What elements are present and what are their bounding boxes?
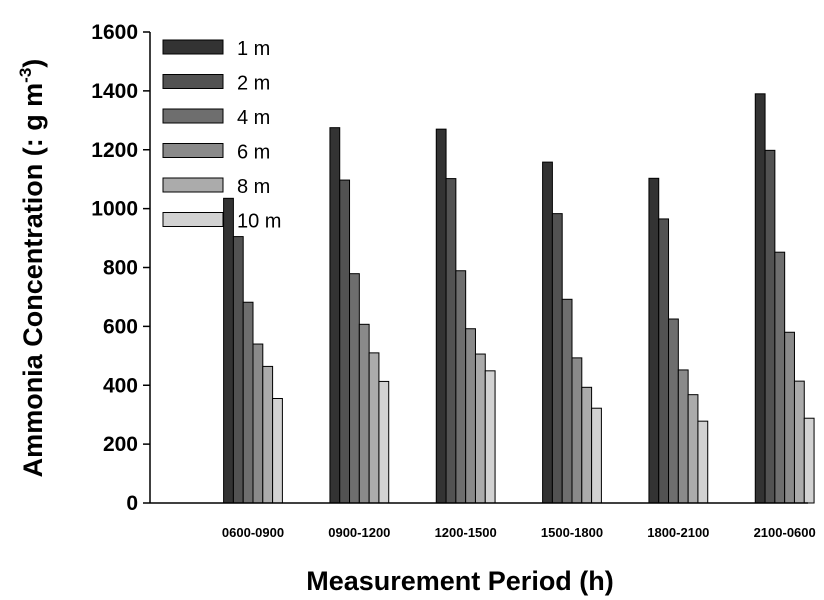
legend-label: 6 m — [237, 142, 270, 164]
bar-4m-2100-0600 — [774, 251, 786, 504]
bar-1m-0600-0900 — [223, 197, 234, 504]
legend: 1 m 2 m 4 m 6 m 8 m 10 m — [162, 38, 281, 233]
bar-2m-1800-2100 — [658, 218, 670, 504]
y-axis-title-close: ) — [18, 59, 48, 68]
x-tick-label: 1200-1500 — [435, 525, 497, 540]
bar-6m-1800-2100 — [677, 369, 689, 504]
y-tick-label: 1000 — [91, 198, 138, 221]
y-tick-label: 200 — [103, 433, 138, 456]
legend-swatch — [162, 212, 224, 227]
legend-label: 2 m — [237, 73, 270, 95]
bar-4m-0600-0900 — [242, 301, 254, 504]
bar-4m-1500-1800 — [561, 298, 573, 504]
bar-6m-0900-1200 — [358, 323, 370, 504]
y-axis-title-superscript: -3 — [16, 68, 35, 83]
bar-10m-1800-2100 — [697, 420, 709, 504]
bar-6m-1200-1500 — [465, 328, 476, 504]
bar-2m-1200-1500 — [445, 178, 457, 504]
x-tick-label: 2100-0600 — [754, 525, 816, 540]
bars-group — [223, 93, 815, 504]
bar-2m-1500-1800 — [551, 213, 563, 504]
x-axis-title: Measurement Period (h) — [306, 566, 614, 596]
y-tick-label: 0 — [126, 492, 138, 515]
bar-8m-1800-2100 — [687, 394, 699, 504]
legend-swatch — [162, 177, 224, 193]
bar-1m-1800-2100 — [648, 177, 660, 504]
bar-8m-1500-1800 — [581, 386, 593, 504]
legend-swatch — [162, 143, 224, 158]
bar-2m-2100-0600 — [764, 149, 776, 504]
bar-4m-0900-1200 — [349, 273, 360, 504]
x-tick-label: 0900-1200 — [328, 525, 390, 540]
bar-10m-0900-1200 — [378, 380, 390, 504]
y-tick-label: 400 — [103, 374, 138, 397]
bar-8m-2100-0600 — [793, 380, 805, 504]
bar-8m-1200-1500 — [474, 353, 486, 504]
legend-label: 10 m — [237, 211, 281, 233]
bar-1m-0900-1200 — [329, 127, 341, 504]
y-ticks-group: 0 200 400 600 800 1000 1200 1400 1600 — [91, 21, 150, 515]
bar-1m-2100-0600 — [754, 93, 766, 504]
bar-10m-2100-0600 — [803, 417, 815, 504]
y-tick-label: 800 — [103, 257, 138, 280]
x-tick-label: 0600-0900 — [222, 525, 284, 540]
bar-6m-0600-0900 — [252, 343, 264, 504]
legend-swatch — [162, 39, 224, 55]
x-tick-labels-group: 0600-0900 0900-1200 1200-1500 1500-1800 1800… — [222, 525, 816, 540]
y-tick-label: 1200 — [91, 139, 138, 162]
legend-swatch — [162, 74, 224, 89]
bar-10m-0600-0900 — [272, 397, 283, 504]
bar-2m-0600-0900 — [232, 236, 244, 504]
y-tick-label: 1600 — [91, 21, 138, 44]
bar-2m-0900-1200 — [339, 179, 351, 504]
legend-label: 8 m — [237, 176, 270, 198]
bar-1m-1500-1800 — [542, 161, 553, 504]
bar-6m-1500-1800 — [571, 357, 583, 504]
bar-10m-1500-1800 — [591, 407, 602, 504]
bar-1m-1200-1500 — [435, 128, 447, 504]
y-tick-label: 1400 — [91, 80, 138, 103]
bar-8m-0900-1200 — [368, 352, 380, 504]
legend-label: 1 m — [237, 38, 270, 60]
bar-4m-1800-2100 — [668, 318, 679, 504]
x-tick-label: 1500-1800 — [541, 525, 603, 540]
legend-label: 4 m — [237, 107, 270, 129]
y-tick-label: 600 — [103, 315, 138, 338]
bar-4m-1200-1500 — [455, 270, 467, 504]
y-axis-title-main: Ammonia Concentration (: g m — [18, 83, 48, 478]
bar-6m-2100-0600 — [784, 331, 795, 504]
legend-swatch — [162, 108, 224, 124]
bar-8m-0600-0900 — [262, 365, 274, 504]
bar-10m-1200-1500 — [484, 370, 496, 504]
x-tick-label: 1800-2100 — [647, 525, 709, 540]
y-axis-title: Ammonia Concentration (: g m-3) — [16, 59, 48, 478]
